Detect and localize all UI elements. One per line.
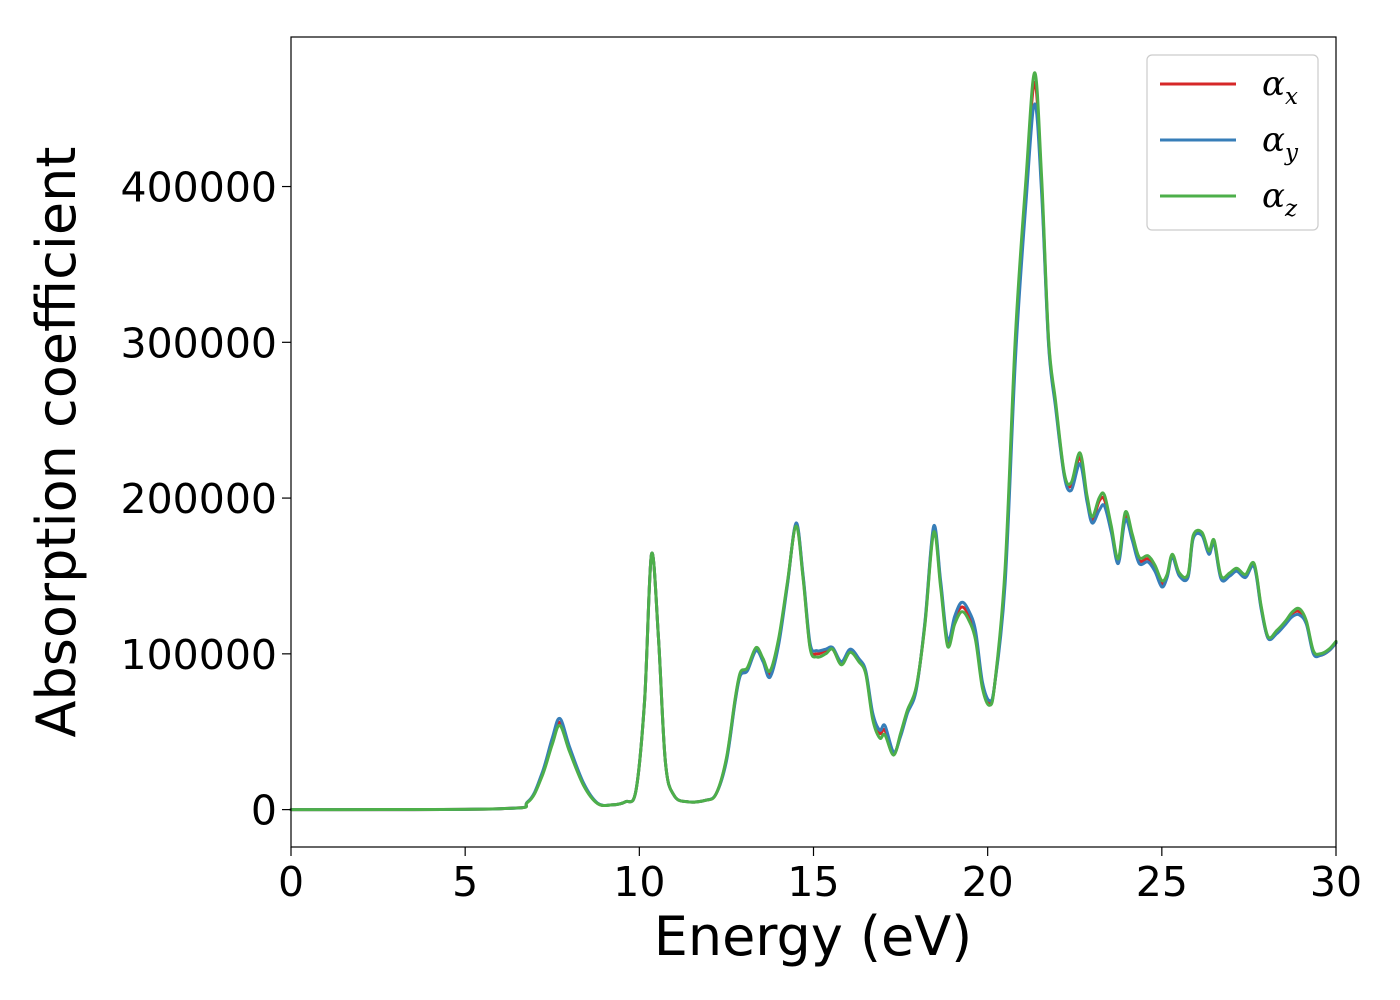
y-tick-label: 100000 [120, 631, 277, 679]
legend-symbol: α [1262, 176, 1285, 216]
y-tick-label: 400000 [120, 164, 277, 212]
legend-label-y: αy [1262, 120, 1299, 166]
x-tick-label: 30 [1310, 858, 1362, 906]
legend-box [1146, 54, 1319, 231]
x-axis-title: Energy (eV) [654, 905, 973, 968]
y-tick-label: 300000 [120, 319, 277, 367]
x-tick-label: 0 [278, 858, 304, 906]
legend-symbol: α [1262, 120, 1285, 160]
x-tick-label: 5 [452, 858, 478, 906]
y-axis: 0 100000 200000 300000 400000 [120, 164, 291, 835]
legend-label-z: αz [1262, 176, 1298, 222]
series-line-z [289, 71, 1338, 812]
legend-subscript: z [1284, 196, 1298, 222]
series-layer [289, 71, 1338, 812]
legend-subscript: y [1284, 140, 1299, 166]
y-tick-label: 0 [251, 787, 277, 835]
legend-subscript: x [1285, 84, 1298, 110]
y-tick-label: 200000 [120, 475, 277, 523]
y-axis-title: Absorption coefficient [25, 147, 88, 738]
x-tick-label: 10 [613, 858, 665, 906]
legend-symbol: α [1262, 64, 1285, 104]
legend-label-x: αx [1262, 64, 1298, 110]
x-axis: 0 5 10 15 20 25 30 [278, 847, 1362, 906]
x-tick-label: 25 [1136, 858, 1188, 906]
x-tick-label: 20 [962, 858, 1014, 906]
x-tick-label: 15 [787, 858, 839, 906]
